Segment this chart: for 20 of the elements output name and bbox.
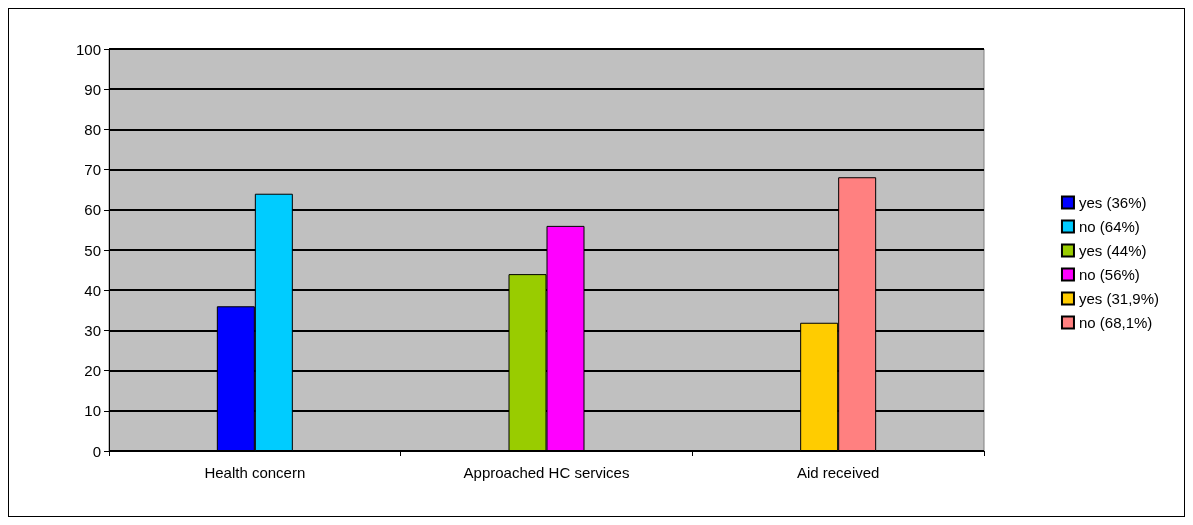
y-tick-label: 60 <box>84 201 101 219</box>
legend-label: no (68,1%) <box>1078 314 1153 331</box>
legend-label: no (56%) <box>1078 266 1140 283</box>
y-tick-label: 20 <box>84 362 101 380</box>
x-tick-label: Approached HC services <box>463 464 630 481</box>
y-tick-label: 10 <box>84 402 101 420</box>
legend-label: yes (44%) <box>1078 242 1147 259</box>
legend-label: yes (36%) <box>1078 194 1147 211</box>
y-tick-label: 50 <box>84 241 101 259</box>
y-tick-label: 100 <box>75 40 101 58</box>
y-tick-label: 70 <box>84 161 101 179</box>
x-tick-label: Aid received <box>796 464 880 481</box>
legend-label: no (64%) <box>1078 218 1140 235</box>
x-tick-label: Health concern <box>204 464 306 481</box>
y-tick-label: 90 <box>84 80 101 98</box>
y-tick-label: 30 <box>84 321 101 339</box>
legend-label: yes (31,9%) <box>1078 290 1160 307</box>
y-tick-label: 80 <box>84 120 101 138</box>
y-tick-label: 0 <box>92 442 101 460</box>
y-tick-label: 40 <box>84 281 101 299</box>
